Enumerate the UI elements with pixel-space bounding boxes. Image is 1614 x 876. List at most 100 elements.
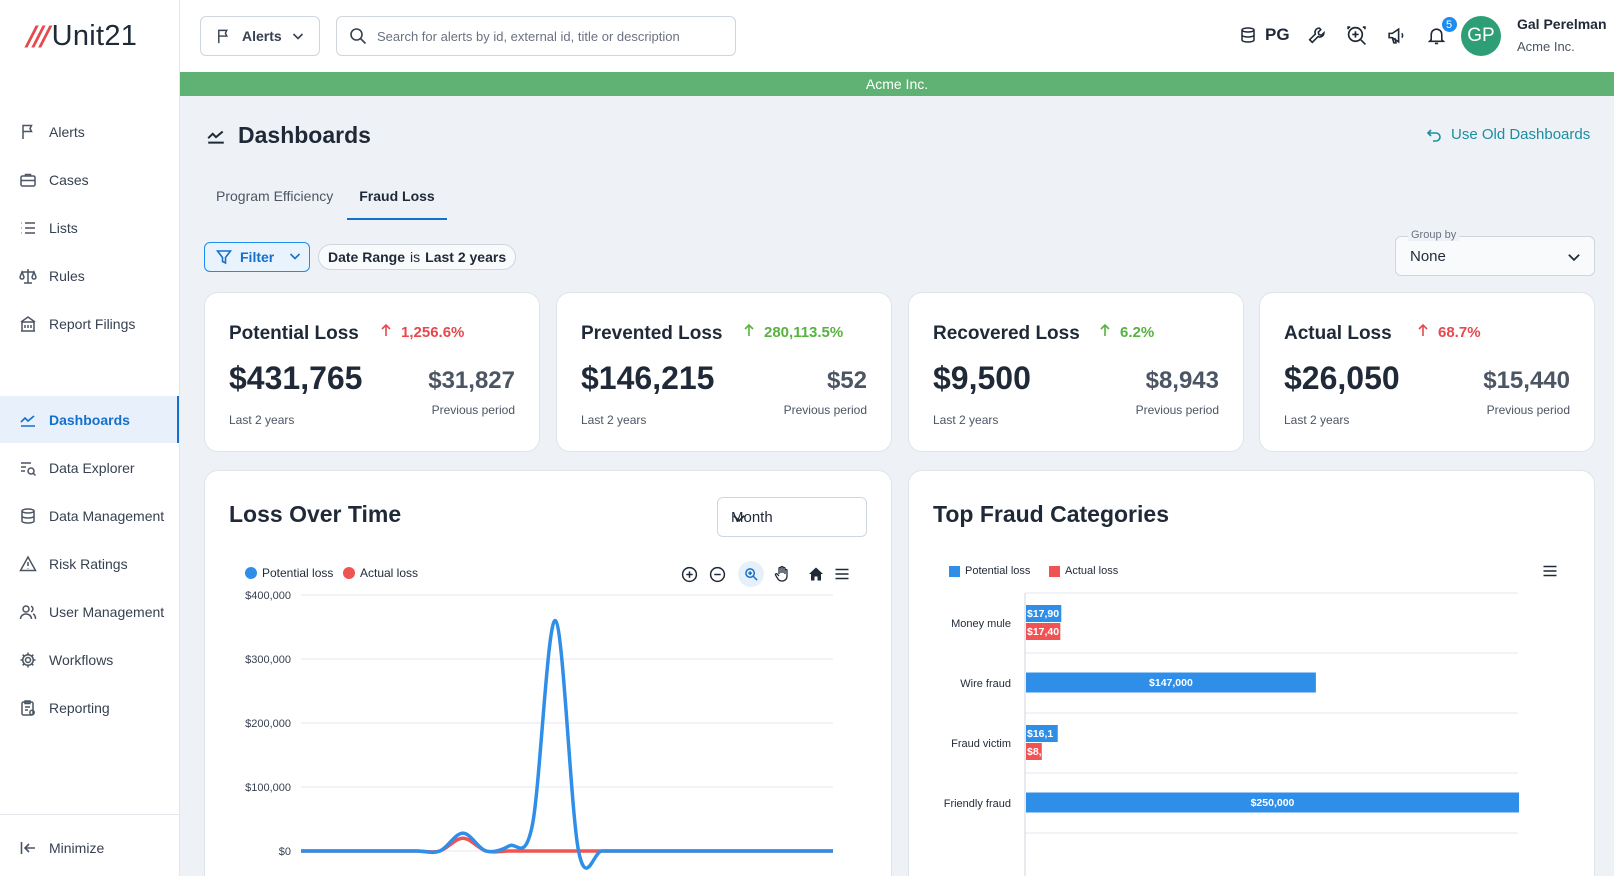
filter-button[interactable]: Filter xyxy=(204,242,310,272)
scale-icon xyxy=(19,267,37,285)
period-select[interactable]: Month xyxy=(717,497,867,537)
y-tick-label: $100,000 xyxy=(245,782,291,794)
clipboard-icon xyxy=(19,699,37,717)
tab-fraud-loss[interactable]: Fraud Loss xyxy=(347,178,447,220)
user-name[interactable]: Gal Perelman xyxy=(1517,16,1607,32)
chevron-down-icon xyxy=(288,249,302,266)
legend-label: Potential loss xyxy=(965,565,1031,577)
bar-potential-loss xyxy=(1026,792,1519,813)
bar-potential-loss xyxy=(1026,725,1058,742)
kpi-change: 1,256.6% xyxy=(380,323,464,341)
loss-over-time-chart: $0 $100,000 $200,000 $300,000 $400,000 xyxy=(245,590,833,870)
bar-actual-loss xyxy=(1026,623,1061,640)
kpi-change-value: 1,256.6% xyxy=(401,323,465,341)
sidebar-item-alerts[interactable]: Alerts xyxy=(0,108,179,155)
avatar[interactable]: GP xyxy=(1461,16,1501,56)
sidebar-item-risk-ratings[interactable]: Risk Ratings xyxy=(0,540,179,587)
list-icon xyxy=(19,219,37,237)
sidebar-item-cases[interactable]: Cases xyxy=(0,156,179,203)
zoom-in-icon[interactable] xyxy=(1346,24,1368,46)
sidebar-item-rules[interactable]: Rules xyxy=(0,252,179,299)
bar-data-label: $16,1 xyxy=(1027,728,1053,740)
unit21-logo[interactable]: /// Unit21 xyxy=(27,20,137,53)
legend-actual-loss[interactable]: Actual loss xyxy=(1049,565,1118,577)
y-tick-label: $200,000 xyxy=(245,718,291,730)
pan-hand-icon[interactable] xyxy=(772,564,792,584)
flag-icon xyxy=(19,123,37,141)
warning-icon xyxy=(19,554,37,573)
database-icon[interactable] xyxy=(1237,24,1259,46)
group-by-label: Group by xyxy=(1408,229,1460,241)
group-by-select[interactable]: Group by None xyxy=(1395,229,1595,276)
kpi-value: $26,050 xyxy=(1284,360,1400,396)
loss-over-time-title: Loss Over Time xyxy=(229,501,402,527)
environment-label[interactable]: PG xyxy=(1265,25,1290,44)
group-by-value: None xyxy=(1410,248,1446,265)
sidebar-item-report-filings[interactable]: Report Filings xyxy=(0,300,179,347)
use-old-dashboards-label: Use Old Dashboards xyxy=(1451,126,1591,143)
search-type-select[interactable]: Alerts xyxy=(200,16,320,56)
sidebar-item-dashboards[interactable]: Dashboards xyxy=(0,396,179,443)
top-icons: PG 5 xyxy=(1237,15,1459,46)
selection-zoom-icon[interactable] xyxy=(738,561,764,587)
sidebar-item-label: Data Explorer xyxy=(49,459,135,476)
zoom-out-icon[interactable] xyxy=(707,564,727,584)
use-old-dashboards-link[interactable]: Use Old Dashboards xyxy=(1426,126,1590,143)
zoom-in-icon[interactable] xyxy=(679,564,699,584)
kpi-title: Actual Loss xyxy=(1284,323,1392,344)
legend-potential-loss[interactable]: Potential loss xyxy=(245,566,333,580)
legend-potential-loss[interactable]: Potential loss xyxy=(949,565,1030,577)
sidebar-item-label: User Management xyxy=(49,603,165,620)
sidebar-item-data-management[interactable]: Data Management xyxy=(0,492,179,539)
sidebar-item-lists[interactable]: Lists xyxy=(0,204,179,251)
legend-actual-loss[interactable]: Actual loss xyxy=(343,566,418,580)
megaphone-icon[interactable] xyxy=(1386,24,1408,46)
chip-operator: is xyxy=(410,249,421,265)
search-input[interactable] xyxy=(377,28,717,44)
data-explorer-icon xyxy=(19,459,37,477)
tab-program-efficiency[interactable]: Program Efficiency xyxy=(216,188,334,204)
bar-data-label: $8, xyxy=(1027,746,1042,758)
wrench-icon[interactable] xyxy=(1306,24,1328,46)
legend-label: Actual loss xyxy=(360,566,419,580)
top-fraud-categories-card: Top Fraud Categories Potential loss Actu… xyxy=(908,470,1595,876)
minimize-button[interactable]: Minimize xyxy=(0,824,179,871)
sidebar-item-reporting[interactable]: Reporting xyxy=(0,684,179,731)
kpi-change: 280,113.5% xyxy=(743,323,843,341)
undo-arrow-icon xyxy=(1426,127,1442,143)
bell-icon[interactable]: 5 xyxy=(1426,15,1459,46)
chip-value: Last 2 years xyxy=(425,249,507,265)
sidebar-item-label: Lists xyxy=(49,219,78,236)
kpi-title: Prevented Loss xyxy=(581,323,723,344)
sidebar-item-label: Dashboards xyxy=(49,411,130,428)
funnel-icon xyxy=(216,249,232,265)
menu-icon[interactable] xyxy=(832,564,852,584)
kpi-previous-label: Previous period xyxy=(1486,403,1570,417)
category-label: Wire fraud xyxy=(960,678,1011,690)
top-bar: Alerts PG 5 GP Gal Perelman Acme Inc. xyxy=(180,0,1614,72)
bar-data-label: $250,000 xyxy=(1251,797,1295,809)
date-range-filter-chip[interactable]: Date Range is Last 2 years xyxy=(318,244,517,270)
sidebar-item-workflows[interactable]: Workflows xyxy=(0,636,179,683)
sidebar-item-label: Data Management xyxy=(49,507,165,524)
user-org: Acme Inc. xyxy=(1517,39,1575,54)
loss-over-time-card: Loss Over Time Month Potential loss Actu… xyxy=(204,470,892,876)
sidebar-item-data-explorer[interactable]: Data Explorer xyxy=(0,444,179,491)
filter-label: Filter xyxy=(240,249,275,265)
arrow-up-icon xyxy=(743,323,755,341)
category-label: Money mule xyxy=(951,618,1011,630)
chevron-down-icon xyxy=(731,510,854,530)
series-line-potential-loss xyxy=(301,618,833,870)
logo-text: Unit21 xyxy=(51,20,138,52)
search-type-label: Alerts xyxy=(242,28,282,44)
kpi-change-value: 280,113.5% xyxy=(764,323,844,341)
home-reset-icon[interactable] xyxy=(806,564,826,584)
sidebar-item-label: Reporting xyxy=(49,699,110,716)
chevron-down-icon xyxy=(1566,249,1582,270)
menu-icon[interactable] xyxy=(1540,561,1560,581)
kpi-previous-value: $52 xyxy=(826,367,867,394)
kpi-previous-label: Previous period xyxy=(1135,403,1219,417)
sidebar-item-user-management[interactable]: User Management xyxy=(0,588,179,635)
logo-mark: /// xyxy=(27,21,51,52)
kpi-value: $9,500 xyxy=(933,360,1031,396)
